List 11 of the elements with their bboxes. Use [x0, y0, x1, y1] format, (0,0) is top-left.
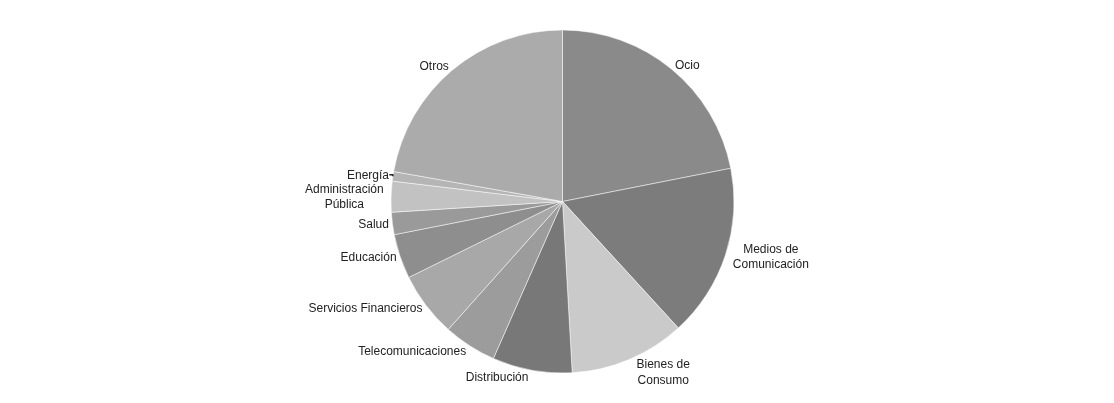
- slice-label: Servicios Financieros: [308, 300, 423, 315]
- slice-label: Otros: [419, 58, 449, 73]
- slice-label: Educación: [340, 250, 397, 265]
- slice-label: Administración Pública: [304, 181, 384, 212]
- slice-label: Distribución: [465, 370, 529, 385]
- slice-label: Ocio: [674, 57, 700, 72]
- slice-label: Salud: [358, 216, 389, 231]
- slice-label: Telecomunicaciones: [358, 343, 467, 358]
- slice-label: Medios de Comunicación: [732, 241, 809, 272]
- slice-label: Energía: [347, 167, 390, 182]
- slice-label: Bienes de Consumo: [636, 357, 691, 387]
